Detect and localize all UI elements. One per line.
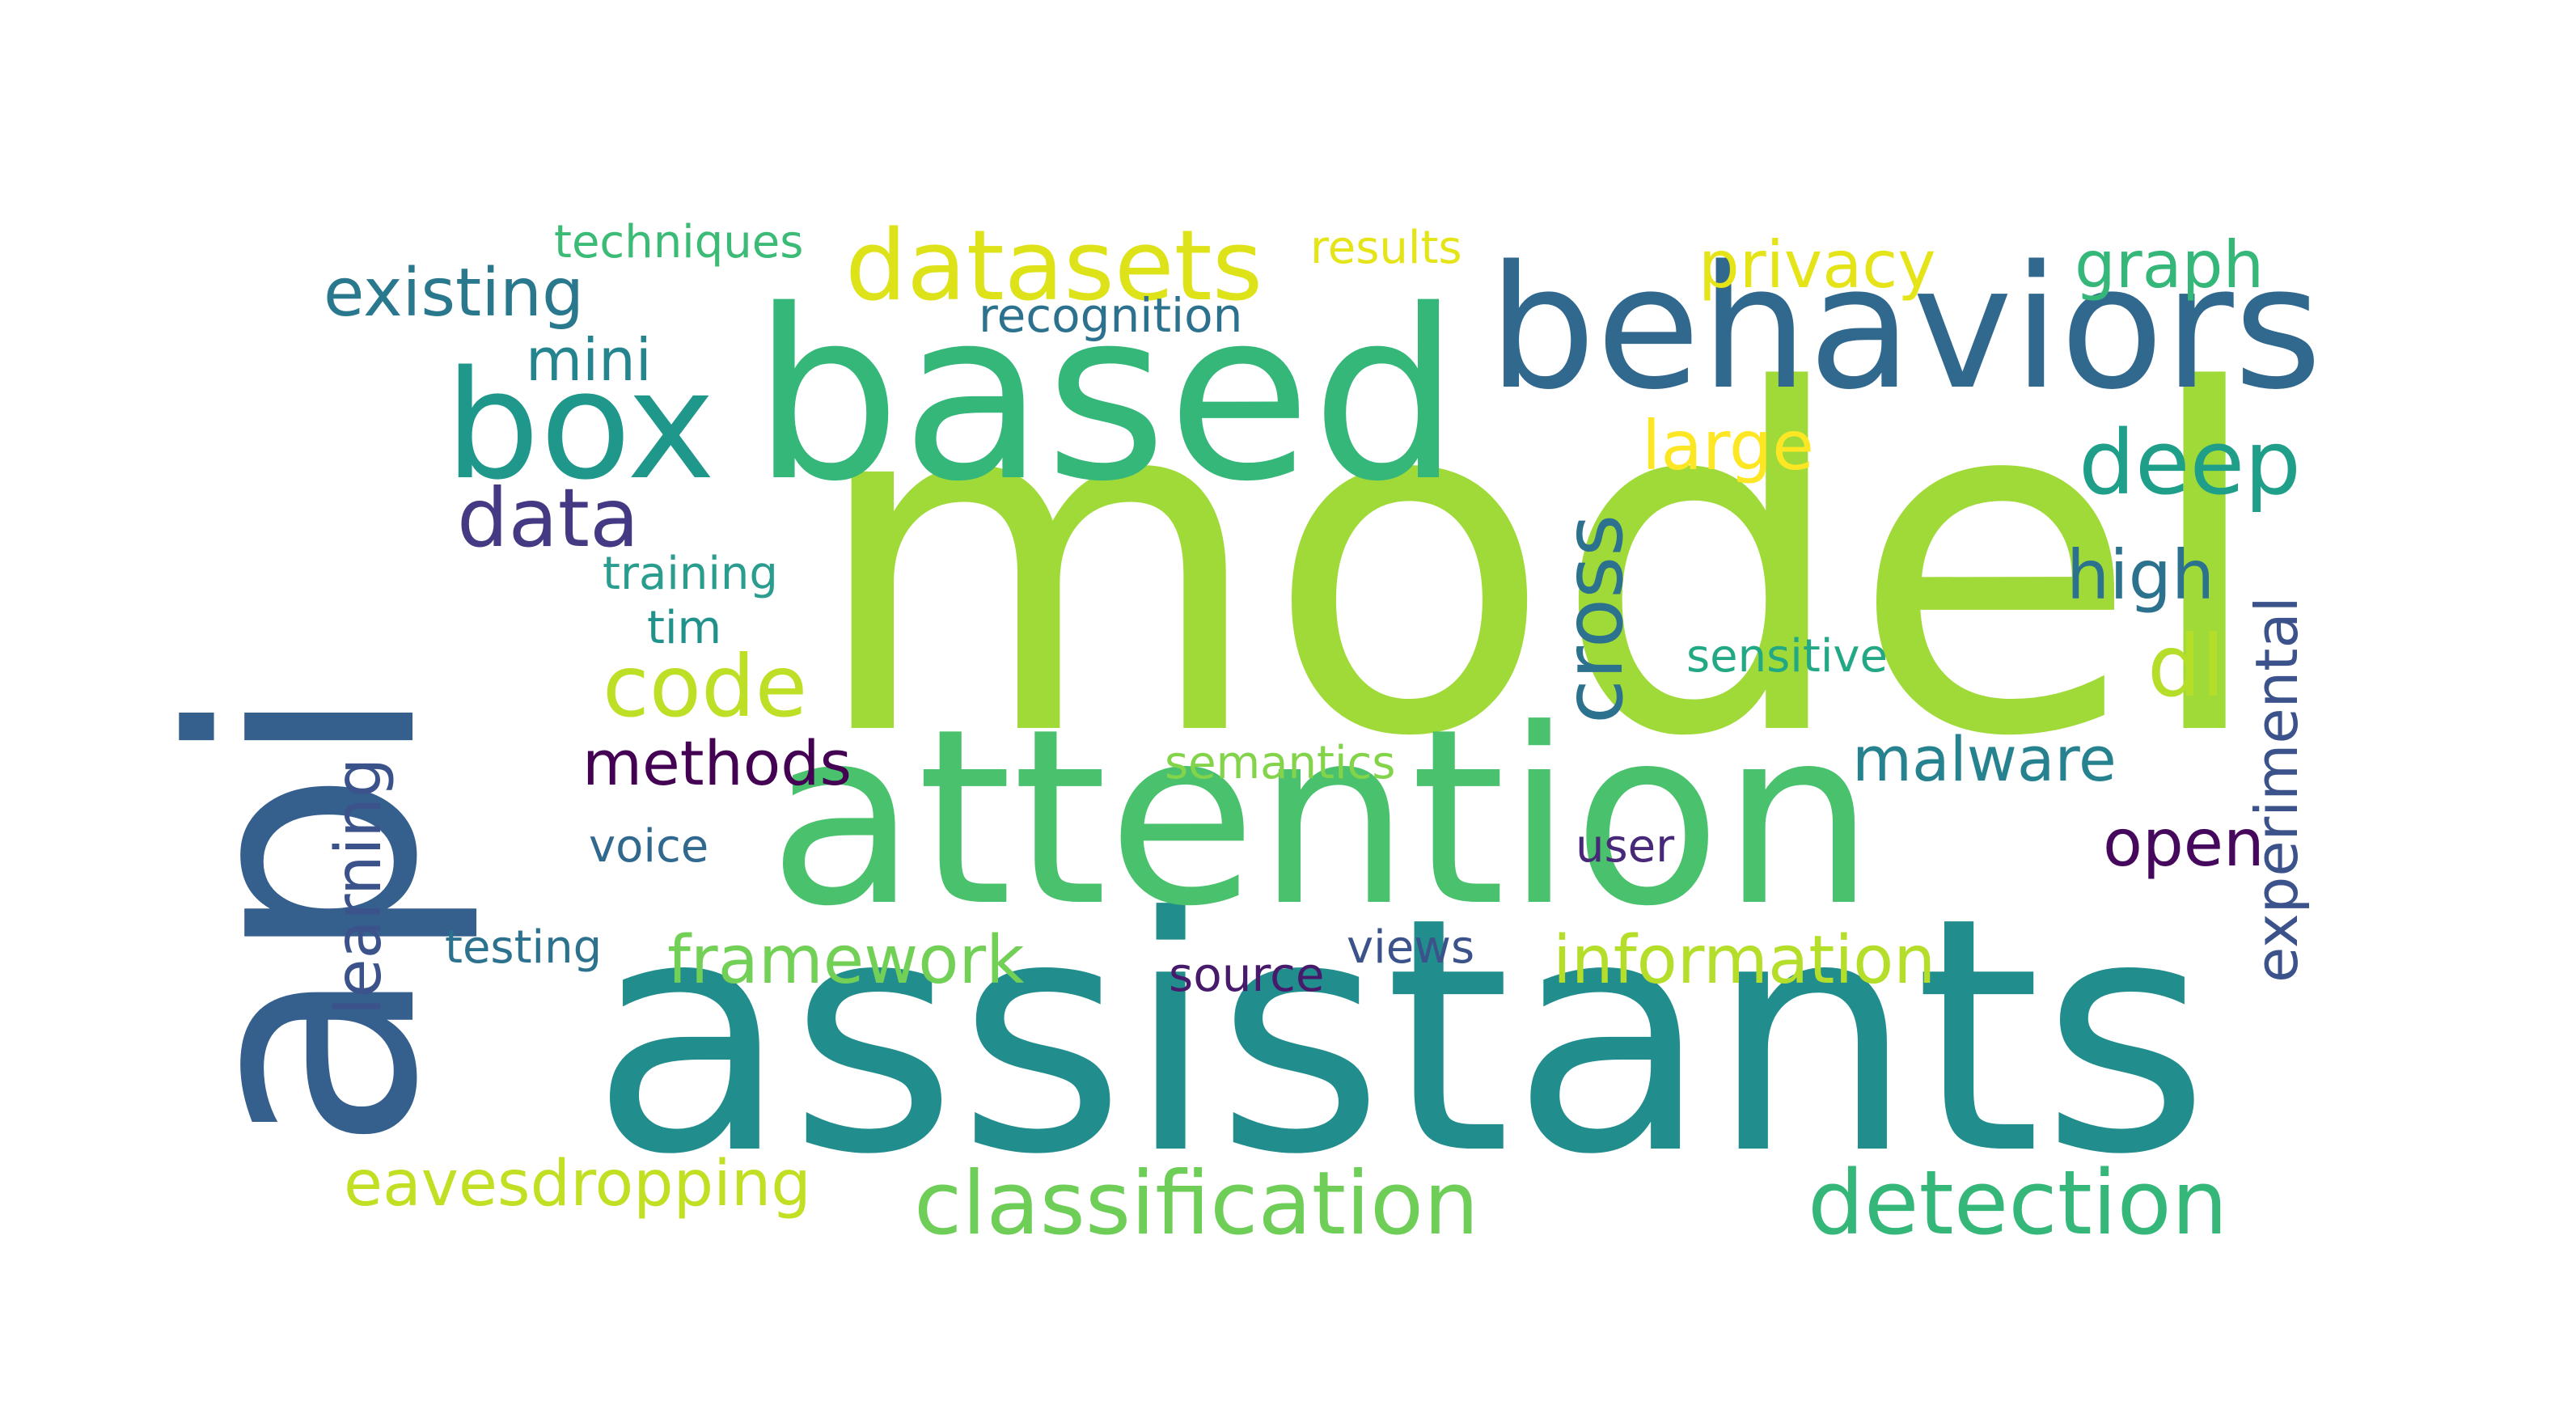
word-mini: mini — [526, 326, 652, 394]
word-api: api — [127, 683, 485, 1153]
word-information: information — [1553, 922, 1935, 999]
word-training: training — [603, 548, 778, 600]
word-tim: tim — [647, 602, 721, 654]
word-large: large — [1642, 406, 1814, 485]
word-classification: classification — [914, 1153, 1479, 1255]
word-open: open — [2103, 806, 2265, 881]
word-dl: dl — [2147, 617, 2225, 716]
word-assistants: assistants — [590, 849, 2210, 1225]
word-graph: graph — [2075, 227, 2264, 303]
word-methods: methods — [582, 727, 852, 799]
word-detection: detection — [1808, 1151, 2228, 1255]
word-high: high — [2066, 535, 2214, 615]
word-eavesdropping: eavesdropping — [344, 1148, 811, 1221]
word-user: user — [1576, 820, 1675, 873]
word-malware: malware — [1852, 723, 2117, 795]
word-deep: deep — [2079, 411, 2301, 514]
word-views: views — [1347, 921, 1474, 974]
word-learning: learning — [323, 758, 395, 1015]
word-voice: voice — [589, 820, 709, 873]
word-behaviors: behaviors — [1488, 229, 2322, 427]
word-results: results — [1310, 222, 1462, 274]
word-sensitive: sensitive — [1686, 630, 1888, 683]
word-datasets: datasets — [845, 210, 1263, 323]
word-framework: framework — [667, 922, 1025, 999]
word-recognition: recognition — [979, 288, 1242, 343]
word-model: model — [809, 293, 2269, 839]
word-cross: cross — [1546, 514, 1641, 724]
word-privacy: privacy — [1698, 227, 1936, 303]
word-experimental: experimental — [2243, 596, 2311, 983]
word-testing: testing — [445, 921, 602, 974]
word-techniques: techniques — [554, 216, 803, 269]
word-attention: attention — [768, 677, 1875, 959]
word-source: source — [1169, 947, 1325, 1002]
word-based: based — [752, 260, 1460, 533]
word-data: data — [457, 471, 639, 565]
word-semantics: semantics — [1165, 737, 1395, 789]
word-code: code — [603, 637, 807, 736]
word-existing: existing — [324, 255, 584, 332]
word-box: box — [445, 338, 715, 513]
